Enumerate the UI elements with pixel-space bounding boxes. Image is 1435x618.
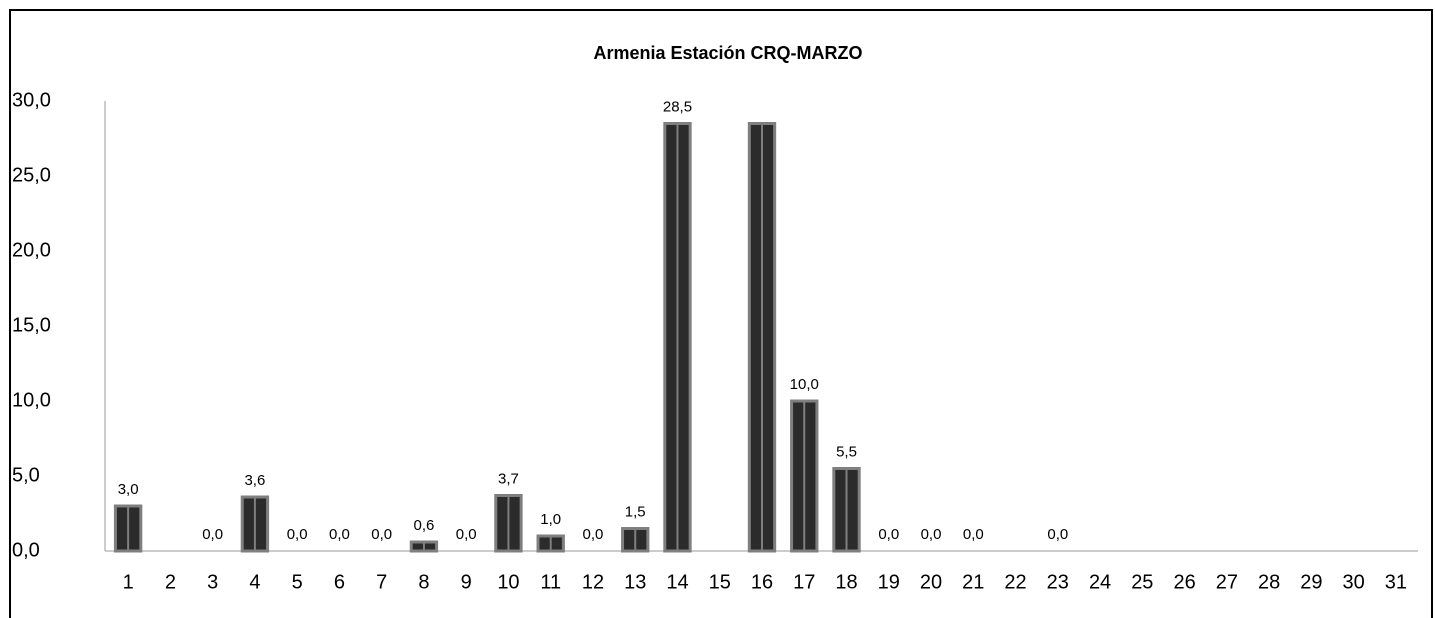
y-tick-label: 0,0	[12, 539, 40, 561]
x-tick-label: 4	[249, 571, 260, 593]
value-label: 1,0	[540, 511, 561, 528]
y-tick-label: 10,0	[12, 389, 51, 411]
x-tick-label: 27	[1216, 571, 1238, 593]
frame	[9, 9, 1433, 618]
value-label: 3,0	[118, 481, 139, 498]
x-tick-label: 18	[835, 571, 857, 593]
y-tick-label: 5,0	[12, 464, 40, 486]
value-label: 5,5	[836, 443, 857, 460]
x-tick-label: 25	[1131, 571, 1153, 593]
x-tick-label: 20	[920, 571, 942, 593]
value-label: 10,0	[790, 376, 819, 393]
value-label: 0,0	[1047, 526, 1068, 543]
x-tick-label: 16	[751, 571, 773, 593]
value-label: 0,0	[583, 526, 604, 543]
value-label: 0,6	[414, 517, 435, 534]
value-label: 0,0	[878, 526, 899, 543]
x-tick-label: 24	[1089, 571, 1111, 593]
x-tick-label: 31	[1385, 571, 1407, 593]
value-label: 3,7	[498, 470, 519, 487]
value-label: 0,0	[202, 526, 223, 543]
value-label: 0,0	[371, 526, 392, 543]
x-tick-label: 21	[962, 571, 984, 593]
y-tick-label: 20,0	[12, 239, 51, 261]
value-label: 0,0	[456, 526, 477, 543]
value-label: 0,0	[921, 526, 942, 543]
x-tick-label: 10	[497, 571, 519, 593]
x-tick-label: 30	[1342, 571, 1364, 593]
x-tick-label: 14	[666, 571, 688, 593]
chart-title: Armenia Estación CRQ-MARZO	[593, 43, 862, 63]
y-tick-label: 25,0	[12, 164, 51, 186]
x-tick-label: 23	[1047, 571, 1069, 593]
x-tick-label: 29	[1300, 571, 1322, 593]
y-tick-label: 15,0	[12, 314, 51, 336]
value-label: 0,0	[287, 526, 308, 543]
x-tick-label: 8	[418, 571, 429, 593]
x-tick-label: 17	[793, 571, 815, 593]
value-label: 0,0	[963, 526, 984, 543]
value-label: 28,5	[663, 98, 692, 115]
x-tick-label: 9	[461, 571, 472, 593]
x-tick-label: 2	[165, 571, 176, 593]
x-tick-label: 28	[1258, 571, 1280, 593]
x-tick-label: 5	[292, 571, 303, 593]
x-tick-label: 7	[376, 571, 387, 593]
x-tick-label: 3	[207, 571, 218, 593]
x-tick-label: 1	[123, 571, 134, 593]
x-tick-label: 6	[334, 571, 345, 593]
x-tick-label: 19	[878, 571, 900, 593]
x-tick-label: 15	[709, 571, 731, 593]
x-tick-label: 11	[540, 571, 561, 593]
value-label: 3,6	[244, 472, 265, 489]
x-tick-label: 12	[582, 571, 604, 593]
x-tick-label: 22	[1004, 571, 1026, 593]
x-tick-label: 13	[624, 571, 646, 593]
y-tick-label: 30,0	[12, 89, 51, 111]
x-tick-label: 26	[1173, 571, 1195, 593]
value-label: 0,0	[329, 526, 350, 543]
value-label: 1,5	[625, 503, 646, 520]
